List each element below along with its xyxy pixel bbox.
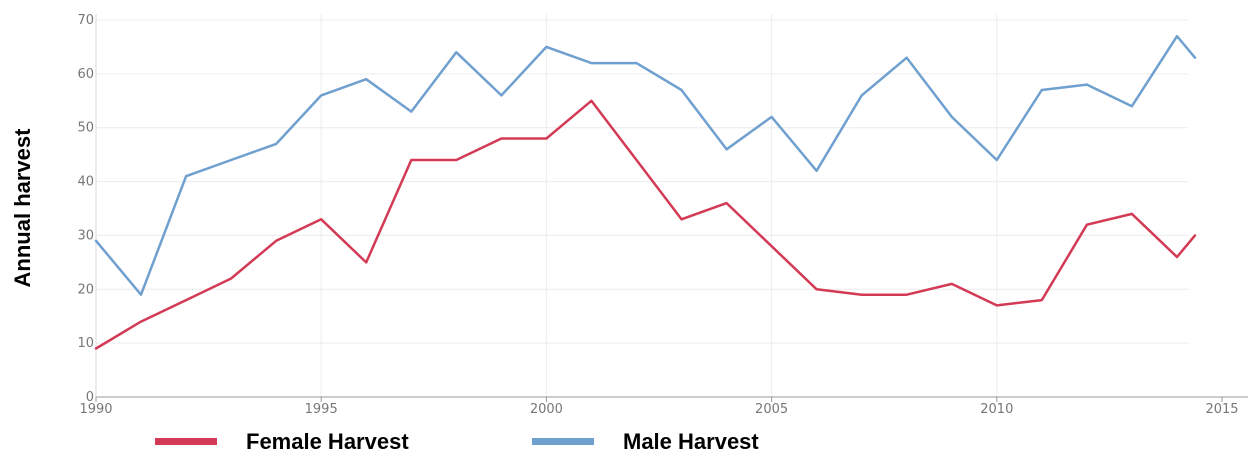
legend-item: Female Harvest bbox=[155, 429, 409, 454]
x-tick-label: 2015 bbox=[1205, 402, 1238, 417]
legend-swatch bbox=[532, 438, 594, 445]
legend-item: Male Harvest bbox=[532, 429, 759, 454]
series-line-female bbox=[94, 99, 1197, 350]
series-lines bbox=[94, 34, 1197, 350]
y-tick-label: 70 bbox=[77, 13, 94, 28]
grid-lines bbox=[96, 14, 1188, 397]
x-tick-label: 2005 bbox=[755, 402, 788, 417]
y-tick-label: 10 bbox=[77, 336, 94, 351]
x-tick-label: 2000 bbox=[530, 402, 563, 417]
legend-label: Female Harvest bbox=[246, 429, 409, 454]
x-tick-label: 2010 bbox=[980, 402, 1013, 417]
x-tick-label: 1995 bbox=[305, 402, 338, 417]
series-line-male bbox=[94, 34, 1197, 296]
legend-swatch bbox=[155, 438, 217, 445]
y-tick-label: 0 bbox=[86, 390, 94, 405]
y-tick-label: 40 bbox=[77, 175, 94, 190]
y-tick-label: 30 bbox=[77, 228, 94, 243]
axes: 0 10 20 30 40 50 60 70 1990 1995 2000 2005 2010 2015 bbox=[77, 13, 1248, 417]
y-tick-label: 50 bbox=[77, 121, 94, 136]
y-tick-label: 60 bbox=[77, 67, 94, 82]
legend: Female Harvest Male Harvest bbox=[155, 429, 759, 454]
y-tick-label: 20 bbox=[77, 282, 94, 297]
legend-label: Male Harvest bbox=[623, 429, 759, 454]
x-tick-label: 1990 bbox=[79, 402, 112, 417]
y-axis-label: Annual harvest bbox=[10, 128, 35, 288]
